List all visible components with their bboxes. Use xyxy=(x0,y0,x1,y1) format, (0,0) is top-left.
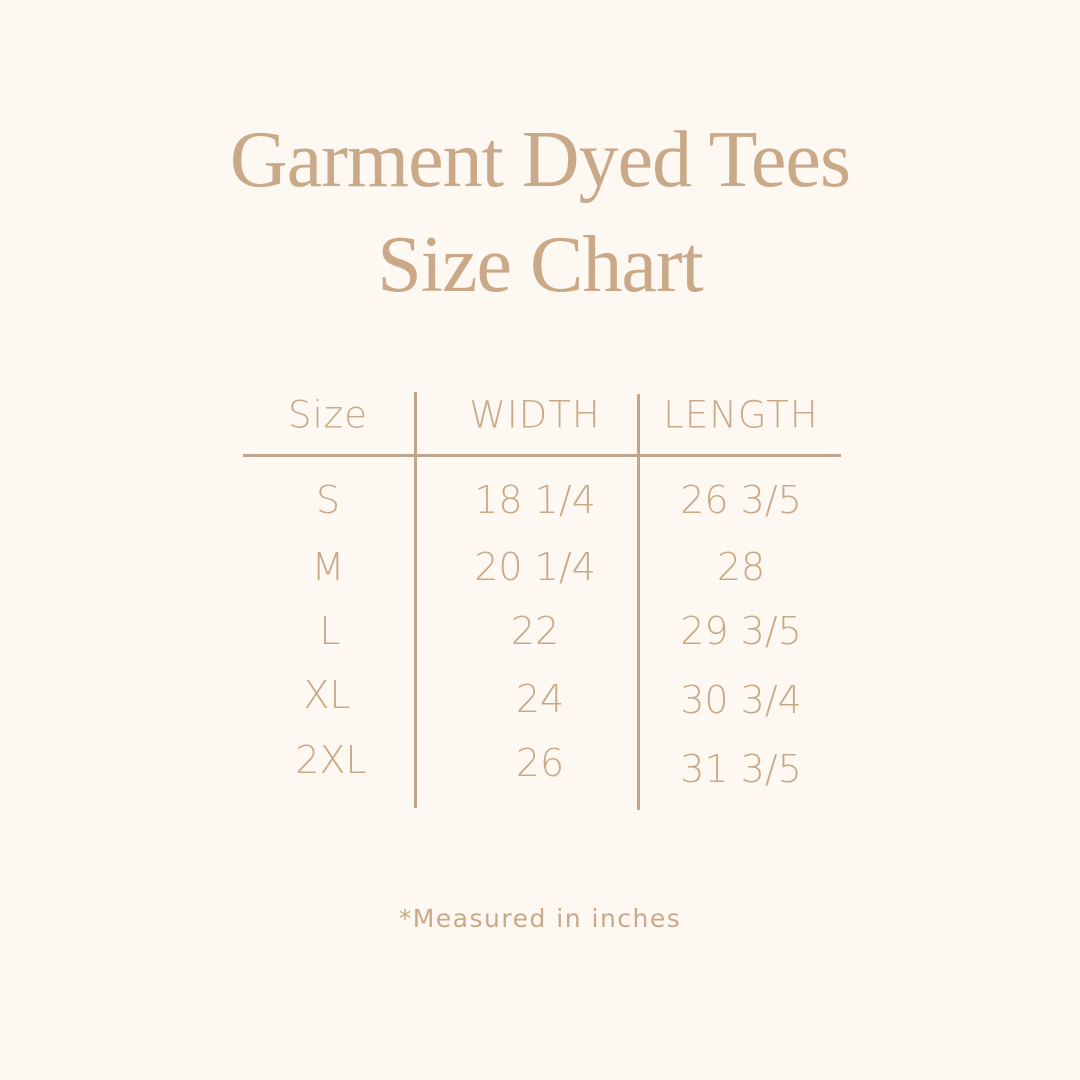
cell-width: 18 1/4 xyxy=(474,478,596,522)
cell-size: 2XL xyxy=(295,738,367,782)
cell-length: 29 3/5 xyxy=(680,609,802,653)
cell-size: L xyxy=(319,609,341,653)
column-divider-1 xyxy=(414,392,417,808)
column-divider-2 xyxy=(637,394,640,810)
title-line-2: Size Chart xyxy=(377,221,703,309)
cell-width: 20 1/4 xyxy=(474,545,596,589)
cell-length: 28 xyxy=(716,545,766,589)
cell-width: 24 xyxy=(515,677,565,721)
cell-size: S xyxy=(315,478,341,522)
title-line-1: Garment Dyed Tees xyxy=(229,116,851,204)
cell-size: M xyxy=(311,545,345,589)
header-length: LENGTH xyxy=(663,393,819,437)
header-width: WIDTH xyxy=(469,393,601,437)
header-size: Size xyxy=(288,393,368,437)
cell-length: 31 3/5 xyxy=(680,747,802,791)
cell-width: 26 xyxy=(515,741,565,785)
cell-length: 30 3/4 xyxy=(680,678,802,722)
cell-length: 26 3/5 xyxy=(680,478,802,522)
footnote: *Measured in inches xyxy=(398,904,682,933)
cell-size: XL xyxy=(303,673,351,717)
header-divider xyxy=(243,454,841,457)
cell-width: 22 xyxy=(510,609,560,653)
